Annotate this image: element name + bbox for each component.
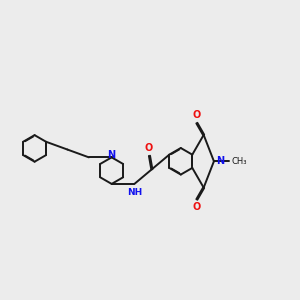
Text: O: O: [192, 110, 200, 120]
Text: NH: NH: [127, 188, 142, 197]
Text: CH₃: CH₃: [232, 157, 248, 166]
Text: O: O: [144, 143, 152, 153]
Text: O: O: [192, 202, 200, 212]
Text: N: N: [108, 150, 116, 160]
Text: N: N: [216, 156, 224, 166]
